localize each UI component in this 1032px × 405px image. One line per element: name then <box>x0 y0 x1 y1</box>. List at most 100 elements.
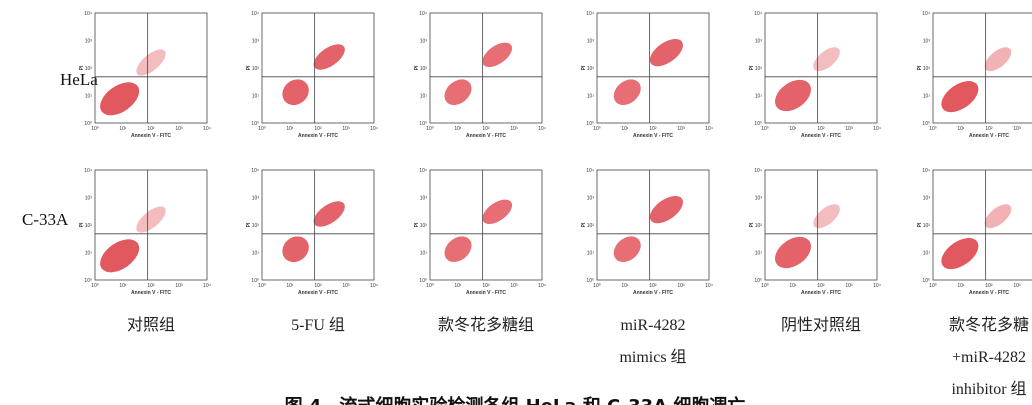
column-label: inhibitor 组 <box>951 380 1026 398</box>
y-tick-label: 10⁰ <box>419 121 427 127</box>
x-tick-label: 10² <box>649 126 657 132</box>
x-tick-label: 10⁴ <box>873 126 881 132</box>
x-tick-label: 10⁰ <box>593 126 601 132</box>
column-label: 款冬花多糖 <box>949 316 1029 334</box>
cell-cloud <box>613 79 641 106</box>
y-axis-label: PI <box>581 222 587 227</box>
x-tick-label: 10³ <box>677 283 685 289</box>
y-tick-label: 10⁰ <box>251 121 259 127</box>
plot-frame <box>429 12 543 124</box>
cell-cloud <box>649 195 684 224</box>
y-tick-label: 10⁴ <box>586 168 594 174</box>
row-label: HeLa <box>60 70 98 89</box>
x-tick-label: 10¹ <box>286 283 294 289</box>
cell-cloud <box>774 79 812 112</box>
y-tick-label: 10² <box>755 223 763 229</box>
y-tick-label: 10² <box>252 66 260 72</box>
column-label: +miR-4282 <box>952 349 1026 366</box>
y-axis-label: PI <box>414 65 420 70</box>
column-label: 阴性对照组 <box>781 316 861 334</box>
y-tick-label: 10⁴ <box>922 11 930 17</box>
y-tick-label: 10⁴ <box>754 11 762 17</box>
plot-frame <box>764 12 878 124</box>
y-axis-label: PI <box>414 222 420 227</box>
plot-frame <box>596 169 710 281</box>
x-axis-label: Annexin V - FITC <box>466 290 506 296</box>
x-tick-label: 10² <box>147 126 155 132</box>
x-tick-label: 10⁴ <box>203 126 211 132</box>
y-tick-label: 10² <box>755 66 763 72</box>
x-tick-label: 10¹ <box>621 126 629 132</box>
x-tick-label: 10⁰ <box>258 126 266 132</box>
cell-cloud <box>649 38 684 67</box>
x-tick-label: 10⁰ <box>761 283 769 289</box>
x-tick-label: 10³ <box>845 283 853 289</box>
y-tick-label: 10¹ <box>923 94 931 100</box>
cell-cloud <box>136 206 166 233</box>
y-tick-label: 10³ <box>587 196 595 202</box>
y-tick-label: 10⁰ <box>922 121 930 127</box>
x-tick-label: 10⁰ <box>426 126 434 132</box>
x-tick-label: 10¹ <box>286 126 294 132</box>
plot-frame <box>429 169 543 281</box>
x-tick-label: 10³ <box>845 126 853 132</box>
y-tick-label: 10¹ <box>252 94 260 100</box>
y-tick-label: 10⁴ <box>754 168 762 174</box>
y-tick-label: 10¹ <box>755 251 763 257</box>
x-tick-label: 10² <box>649 283 657 289</box>
y-tick-label: 10¹ <box>85 94 93 100</box>
y-tick-label: 10³ <box>755 196 763 202</box>
x-tick-label: 10¹ <box>789 283 797 289</box>
y-tick-label: 10¹ <box>420 94 428 100</box>
x-tick-label: 10² <box>985 283 993 289</box>
x-tick-label: 10⁰ <box>91 283 99 289</box>
y-tick-label: 10² <box>420 66 428 72</box>
x-tick-label: 10⁴ <box>873 283 881 289</box>
y-tick-label: 10² <box>923 66 931 72</box>
x-tick-label: 10⁰ <box>91 126 99 132</box>
x-tick-label: 10⁰ <box>761 126 769 132</box>
row-label: C-33A <box>22 210 69 229</box>
y-tick-label: 10³ <box>923 196 931 202</box>
x-tick-label: 10⁴ <box>203 283 211 289</box>
y-axis-label: PI <box>917 222 923 227</box>
y-tick-label: 10⁰ <box>754 121 762 127</box>
y-tick-label: 10⁰ <box>84 278 92 284</box>
x-tick-label: 10⁴ <box>538 126 546 132</box>
x-axis-label: Annexin V - FITC <box>801 133 841 139</box>
cell-cloud <box>482 42 513 68</box>
y-tick-label: 10⁴ <box>922 168 930 174</box>
x-axis-label: Annexin V - FITC <box>969 290 1009 296</box>
x-tick-label: 10² <box>817 283 825 289</box>
cell-cloud <box>313 201 345 227</box>
y-tick-label: 10² <box>587 223 595 229</box>
x-tick-label: 10² <box>817 126 825 132</box>
x-tick-label: 10³ <box>342 283 350 289</box>
x-axis-label: Annexin V - FITC <box>969 133 1009 139</box>
x-tick-label: 10⁴ <box>705 283 713 289</box>
y-tick-label: 10³ <box>587 39 595 45</box>
y-axis-label: PI <box>581 65 587 70</box>
x-tick-label: 10¹ <box>454 283 462 289</box>
x-axis-label: Annexin V - FITC <box>298 133 338 139</box>
y-tick-label: 10⁴ <box>251 168 259 174</box>
y-tick-label: 10² <box>85 66 93 72</box>
cell-cloud <box>444 236 472 263</box>
cell-cloud <box>984 47 1012 72</box>
cell-cloud <box>813 204 840 229</box>
plot-frame <box>261 169 375 281</box>
y-tick-label: 10⁴ <box>586 11 594 17</box>
y-tick-label: 10⁰ <box>251 278 259 284</box>
y-tick-label: 10⁰ <box>586 121 594 127</box>
column-label: mimics 组 <box>619 348 686 366</box>
x-tick-label: 10¹ <box>454 126 462 132</box>
cell-cloud <box>941 238 979 270</box>
cell-cloud <box>813 47 840 72</box>
x-tick-label: 10³ <box>175 126 183 132</box>
